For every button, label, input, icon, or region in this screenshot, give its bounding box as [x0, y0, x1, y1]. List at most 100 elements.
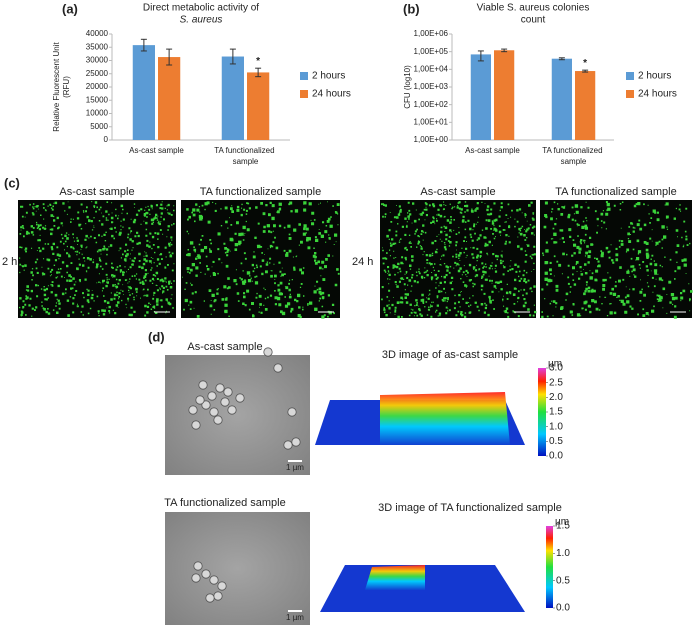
panel-label: (c) [4, 175, 20, 190]
bacterium [235, 393, 245, 403]
panel-label: (a) [62, 1, 78, 16]
image-title: TA functionalized sample [200, 186, 321, 198]
bar [575, 71, 596, 140]
bar [470, 54, 491, 140]
bacterium [193, 561, 203, 571]
y-tick-label: 40000 [86, 29, 109, 38]
colorbar [546, 526, 553, 608]
bacterium [217, 581, 227, 591]
x-tick-label: As-cast sample [129, 146, 184, 155]
surface-title: 3D image of TA functionalized sample [378, 502, 562, 514]
bacterium [291, 437, 301, 447]
bar [158, 57, 181, 140]
x-tick-label: As-cast sample [465, 146, 520, 155]
image-title: As-cast sample [187, 341, 262, 353]
surface-peaks [365, 565, 425, 590]
colorbar-label: 2.0 [549, 392, 563, 403]
colorbar-label: 0.5 [549, 436, 563, 447]
legend-label: 24 hours [312, 89, 351, 100]
fluorescence-image [380, 200, 536, 318]
error-bar [477, 50, 484, 62]
row-label: 2 h [2, 256, 17, 268]
legend-label: 2 hours [312, 71, 345, 82]
bacterium [220, 397, 230, 407]
image-title: As-cast sample [420, 186, 495, 198]
colorbar-label: 1.0 [556, 548, 570, 559]
colorbar-label: 0.5 [556, 575, 570, 586]
bacterium [191, 420, 201, 430]
bacteria-dots [541, 201, 693, 319]
bar [551, 58, 572, 140]
bacterium [263, 347, 273, 357]
colorbar-label: 1.5 [556, 521, 570, 532]
colorbar-unit: µm [555, 517, 569, 528]
error-bar [501, 48, 508, 53]
colorbar-label: 3.0 [549, 363, 563, 374]
bar [247, 72, 270, 140]
bacterium [227, 405, 237, 415]
bar [221, 56, 244, 140]
legend-swatch [626, 72, 634, 80]
error-bar [229, 48, 236, 65]
y-tick-label: 1,00E+06 [414, 29, 449, 38]
y-tick-label: 35000 [86, 42, 109, 51]
bar [132, 45, 155, 140]
y-tick-label: 30000 [86, 56, 109, 65]
sem-image [165, 355, 310, 475]
panel-label: (b) [403, 1, 420, 16]
bacterium [198, 380, 208, 390]
fluorescence-image [18, 200, 176, 318]
legend-swatch [300, 90, 308, 98]
surface-title: 3D image of as-cast sample [382, 349, 518, 361]
bacterium [201, 569, 211, 579]
bacterium [283, 440, 293, 450]
y-tick-label: 0 [104, 135, 109, 144]
image-title: TA functionalized sample [555, 186, 676, 198]
y-tick-label: 1,00E+02 [414, 100, 449, 109]
sem-image [165, 512, 310, 625]
y-tick-label: 1,00E+03 [414, 82, 449, 91]
bacteria-dots [182, 201, 340, 319]
bacterium [191, 573, 201, 583]
bacterium [201, 400, 211, 410]
colorbar-label: 1.5 [549, 407, 563, 418]
fluorescence-image [181, 200, 340, 318]
scale-label: 1 µm [286, 613, 304, 622]
error-bar [166, 48, 173, 66]
row-label: 24 h [352, 256, 373, 268]
annotation: * [256, 56, 260, 67]
legend-label: 2 hours [638, 71, 671, 82]
colorbar-unit: µm [548, 359, 562, 370]
colorbar-label: 0.0 [556, 603, 570, 614]
bacterium [223, 387, 233, 397]
bacterium [209, 407, 219, 417]
surface-peaks [380, 392, 510, 445]
x-tick-label: TA functionalized sample [542, 146, 605, 166]
colorbar-label: 1.0 [549, 421, 563, 432]
bacterium [207, 391, 217, 401]
bacterium [273, 363, 283, 373]
y-tick-label: 10000 [86, 109, 109, 118]
bacteria-dots [381, 201, 537, 319]
y-tick-label: 20000 [86, 82, 109, 91]
colorbar [538, 368, 546, 456]
chart-title: Direct metabolic activity of [143, 3, 259, 14]
legend-swatch [300, 72, 308, 80]
bacterium [287, 407, 297, 417]
colorbar-label: 2.5 [549, 377, 563, 388]
y-axis-label: CFU (log10) [403, 65, 412, 109]
y-axis-label: (RFU) [62, 76, 71, 98]
x-tick-label: TA functionalized sample [214, 146, 277, 166]
y-tick-label: 1,00E+01 [414, 117, 449, 126]
error-bar [582, 69, 589, 73]
chart-title: count [521, 15, 546, 26]
legend-swatch [626, 90, 634, 98]
legend-label: 24 hours [638, 89, 677, 100]
bacterium [213, 415, 223, 425]
annotation: * [583, 58, 587, 69]
error-bar [558, 57, 565, 61]
chart-title: Viable S. aureus colonies [477, 3, 590, 14]
image-title: As-cast sample [59, 186, 134, 198]
bar [494, 50, 515, 140]
